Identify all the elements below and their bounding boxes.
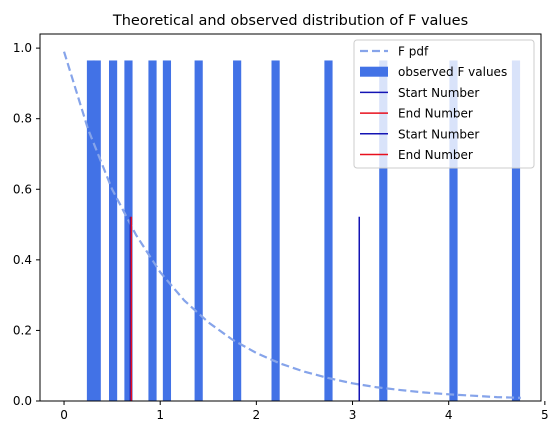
x-tick-label: 5: [541, 408, 549, 422]
observed-bar: [379, 60, 388, 402]
y-tick-label: 0.6: [13, 182, 32, 196]
observed-bar: [86, 60, 96, 402]
x-tick-label: 3: [349, 408, 357, 422]
legend-label: Start Number: [398, 127, 479, 141]
axes-border: [39, 33, 542, 402]
observed-bar: [124, 60, 133, 402]
x-tick-label: 2: [253, 408, 261, 422]
legend-swatch-bars: [360, 66, 388, 77]
observed-bar: [271, 60, 280, 402]
observed-bar: [148, 60, 157, 402]
observed-bar: [511, 60, 521, 402]
marker-lines-layer: [129, 216, 361, 401]
axes-frame: [39, 33, 542, 402]
x-tick-label: 1: [156, 408, 164, 422]
observed-bar: [233, 60, 242, 402]
legend-label: Start Number: [398, 86, 479, 100]
legend-label: observed F values: [398, 65, 507, 79]
y-tick-label: 0.4: [13, 253, 32, 267]
observed-bar: [162, 60, 172, 402]
pdf-line: [62, 51, 521, 399]
x-tick-label: 4: [445, 408, 453, 422]
pdf-line-layer: [62, 51, 521, 399]
axis-ticks: 0 1 2 3 4 5 0.0 0.2 0.4 0.6 0.8 1.0: [13, 41, 549, 422]
legend-label: End Number: [398, 107, 473, 121]
x-tick-label: 0: [60, 408, 68, 422]
legend-box: [353, 39, 535, 169]
y-tick-label: 0.0: [13, 394, 32, 408]
y-tick-label: 0.8: [13, 112, 32, 126]
observed-bar: [324, 60, 333, 402]
legend-label: End Number: [398, 148, 473, 162]
observed-bars-layer: [86, 60, 521, 402]
y-tick-label: 0.2: [13, 323, 32, 337]
observed-bar: [108, 60, 118, 402]
observed-bar: [92, 60, 101, 402]
chart-title: Theoretical and observed distribution of…: [112, 13, 468, 29]
observed-bar: [449, 60, 458, 402]
observed-bar: [194, 60, 203, 402]
legend-label: F pdf: [398, 45, 429, 59]
legend: F pdf observed F values Start Number End Nu…: [353, 39, 535, 169]
y-tick-label: 1.0: [13, 41, 32, 55]
